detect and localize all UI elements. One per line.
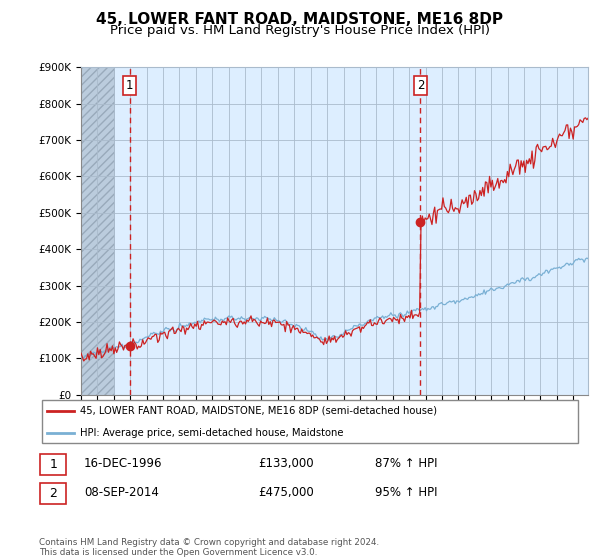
- Text: 45, LOWER FANT ROAD, MAIDSTONE, ME16 8DP: 45, LOWER FANT ROAD, MAIDSTONE, ME16 8DP: [97, 12, 503, 27]
- Text: HPI: Average price, semi-detached house, Maidstone: HPI: Average price, semi-detached house,…: [80, 428, 343, 438]
- FancyBboxPatch shape: [40, 454, 67, 475]
- Text: 2: 2: [417, 79, 424, 92]
- Text: £133,000: £133,000: [258, 457, 314, 470]
- Text: 95% ↑ HPI: 95% ↑ HPI: [375, 486, 437, 500]
- Text: 1: 1: [49, 458, 58, 471]
- Text: 87% ↑ HPI: 87% ↑ HPI: [375, 457, 437, 470]
- FancyBboxPatch shape: [40, 483, 67, 504]
- Text: 1: 1: [126, 79, 133, 92]
- Text: £475,000: £475,000: [258, 486, 314, 500]
- Text: 08-SEP-2014: 08-SEP-2014: [84, 486, 159, 500]
- Text: 16-DEC-1996: 16-DEC-1996: [84, 457, 163, 470]
- Text: Price paid vs. HM Land Registry's House Price Index (HPI): Price paid vs. HM Land Registry's House …: [110, 24, 490, 37]
- Text: 45, LOWER FANT ROAD, MAIDSTONE, ME16 8DP (semi-detached house): 45, LOWER FANT ROAD, MAIDSTONE, ME16 8DP…: [80, 406, 437, 416]
- FancyBboxPatch shape: [42, 400, 578, 443]
- Text: 2: 2: [49, 487, 58, 500]
- Text: Contains HM Land Registry data © Crown copyright and database right 2024.
This d: Contains HM Land Registry data © Crown c…: [39, 538, 379, 557]
